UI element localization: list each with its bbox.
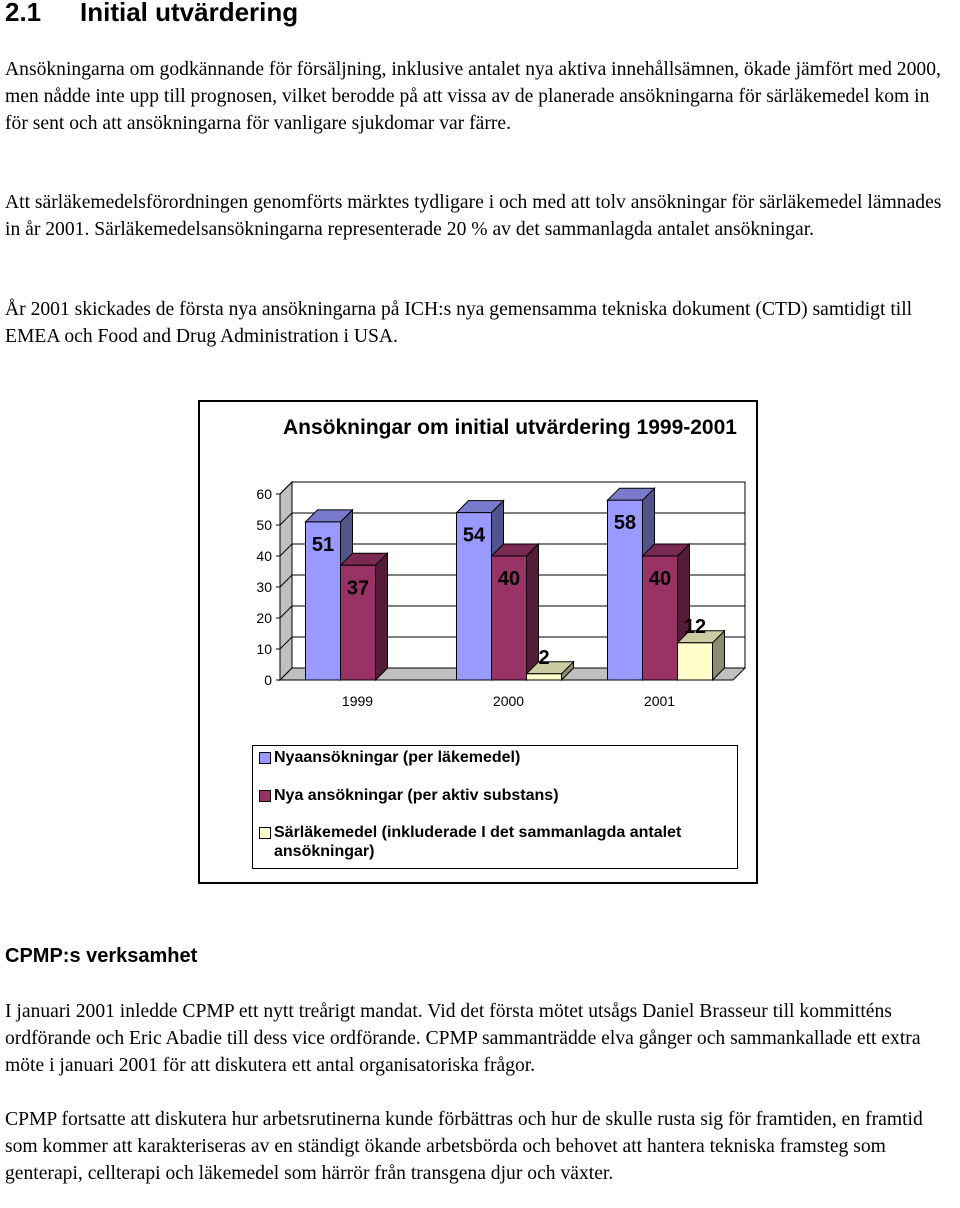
legend-swatch <box>259 827 271 839</box>
paragraph: Att särläkemedelsförordningen genomförts… <box>5 192 942 240</box>
bar <box>305 521 341 681</box>
grid-line <box>279 605 293 619</box>
bar <box>526 673 562 681</box>
bar-side <box>375 552 388 682</box>
data-label: 51 <box>312 534 334 556</box>
paragraph: Ansökningarna om godkännande för försälj… <box>5 59 941 134</box>
y-tick-label: 0 <box>264 672 272 688</box>
x-tick-label: 1999 <box>342 693 373 709</box>
paragraph: CPMP fortsatte att diskutera hur arbetsr… <box>5 1109 923 1184</box>
paragraph: År 2001 skickades de första nya ansöknin… <box>5 299 913 347</box>
legend-label: Nyaansökningar (per läkemedel) <box>274 749 521 766</box>
x-tick-label: 2001 <box>644 693 675 709</box>
legend-label: Särläkemedel (inkluderade I det sammanla… <box>274 824 682 860</box>
bar <box>491 555 527 681</box>
legend-item: Nya ansökningar (per aktiv substans) <box>259 786 729 805</box>
heading-number: 2.1 <box>5 0 42 27</box>
chart-title: Ansökningar om initial utvärdering 1999-… <box>283 416 737 439</box>
y-tick-label: 30 <box>256 579 272 595</box>
y-tick-label: 40 <box>256 548 272 564</box>
bar <box>642 555 678 681</box>
legend-swatch <box>259 790 271 802</box>
x-tick-label: 2000 <box>493 693 524 709</box>
bar-side <box>526 542 539 682</box>
grid-line <box>279 667 293 681</box>
bar <box>456 512 492 681</box>
legend-swatch <box>259 752 271 764</box>
grid-line <box>279 574 293 588</box>
y-tick-label: 60 <box>256 486 272 502</box>
grid-line <box>279 543 293 557</box>
legend-item: Nyaansökningar (per läkemedel) <box>259 748 729 767</box>
paragraph: I januari 2001 inledde CPMP ett nytt tre… <box>5 1001 921 1076</box>
bar <box>607 499 643 681</box>
data-label: 37 <box>347 577 369 599</box>
grid-line <box>279 636 293 650</box>
bar <box>677 642 713 681</box>
bar <box>340 564 376 681</box>
data-label: 54 <box>463 525 486 547</box>
legend-label: Nya ansökningar (per aktiv substans) <box>274 787 559 804</box>
data-label: 2 <box>538 647 549 669</box>
y-tick-label: 10 <box>256 641 272 657</box>
section-heading: CPMP:s verksamhet <box>5 945 198 967</box>
y-tick-label: 50 <box>256 517 272 533</box>
legend: Nyaansökningar (per läkemedel) Nya ansökn… <box>252 745 738 869</box>
grid-line <box>279 512 293 526</box>
data-label: 12 <box>684 616 706 638</box>
y-tick-label: 20 <box>256 610 272 626</box>
data-label: 40 <box>498 568 520 590</box>
data-label: 40 <box>649 568 671 590</box>
legend-item: Särläkemedel (inkluderade I det sammanla… <box>259 823 729 861</box>
grid-line <box>279 481 293 495</box>
heading-title: Initial utvärdering <box>80 0 299 27</box>
chart-frame <box>198 400 758 884</box>
data-label: 58 <box>614 512 636 534</box>
